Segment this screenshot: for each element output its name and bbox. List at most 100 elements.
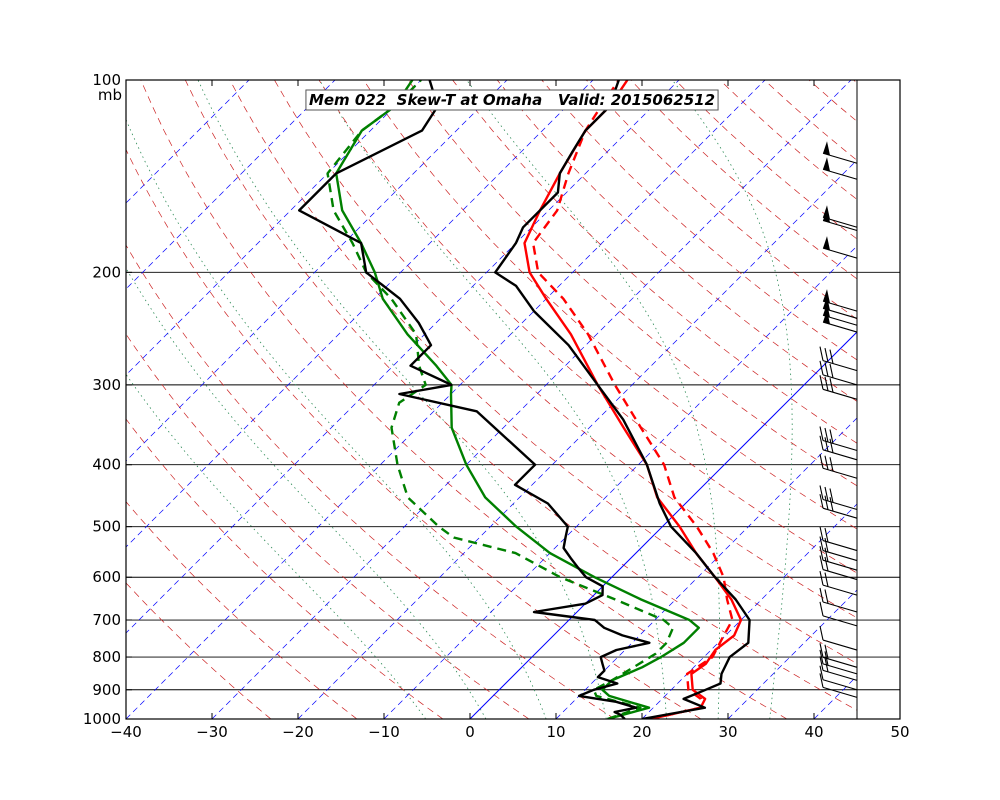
wind-barb-feather <box>829 457 834 472</box>
wind-barb-shaft <box>822 388 858 400</box>
moist-adiabat-308 <box>671 80 793 719</box>
wind-barb-shaft <box>822 321 858 333</box>
isotherm--60 <box>126 80 594 548</box>
x-tick-label: −30 <box>196 723 228 741</box>
wind-barb-shaft <box>822 550 858 562</box>
isotherm--40 <box>126 80 766 719</box>
moist-adiabat-282 <box>126 118 547 719</box>
isotherm--70 <box>126 80 508 462</box>
x-axis: −40 −30 −20 −10 0 10 20 30 40 50 <box>110 80 910 741</box>
wind-barb-feather <box>819 649 824 665</box>
wind-barb-feather <box>829 429 834 444</box>
isotherm--50 <box>126 80 680 634</box>
x-tick-label: 10 <box>546 723 565 741</box>
wind-barb-feather <box>829 363 834 378</box>
y-tick-label: 300 <box>92 376 121 394</box>
wind-barb-shaft <box>822 540 858 552</box>
wind-barb <box>819 375 858 400</box>
wind-barb <box>819 643 858 668</box>
chart-title-box: Mem 022 Skew-T at Omaha Valid: 201506251… <box>305 89 719 111</box>
wind-barb-feather <box>819 625 824 641</box>
y-tick-label: 1000 <box>83 710 121 728</box>
y-tick-label: 400 <box>92 456 121 474</box>
wind-barb-shaft <box>822 601 858 613</box>
chart-title: Mem 022 Skew-T at Omaha Valid: 201506251… <box>309 91 715 109</box>
wind-barb-feather <box>819 435 824 450</box>
wind-barb-feather <box>819 555 824 570</box>
wind-barbs <box>819 141 858 698</box>
wind-barb-feather <box>824 348 829 363</box>
isotherm--10 <box>383 245 857 719</box>
wind-barb-feather <box>819 656 824 671</box>
wind-barb <box>819 426 858 452</box>
isotherm-20 <box>641 503 857 719</box>
wind-barb <box>819 656 858 681</box>
x-tick-label: 0 <box>465 723 475 741</box>
moist-adiabats <box>126 80 793 719</box>
wind-barb <box>819 649 858 675</box>
wind-barb-feather <box>819 485 824 500</box>
wind-barb-shaft <box>822 449 858 461</box>
wind-barb-shaft <box>822 168 858 180</box>
pressure-unit-label: mb <box>98 86 122 104</box>
wind-barb <box>819 555 858 581</box>
wind-barb-shaft <box>822 300 858 312</box>
y-tick-label: 600 <box>92 568 121 586</box>
wind-barb <box>819 435 858 461</box>
isotherm--80 <box>126 80 422 376</box>
wind-barb-shaft <box>822 669 858 681</box>
wind-barb-feather <box>819 375 824 390</box>
y-tick-label: 700 <box>92 611 121 629</box>
wind-barb-feather <box>824 572 829 587</box>
wind-barb-feather <box>824 455 829 470</box>
dry-adiabat-260 <box>126 501 358 719</box>
wind-barb-feather <box>824 527 829 543</box>
wind-barb-shaft <box>822 686 858 698</box>
wind-barb <box>819 625 858 651</box>
wind-barb <box>822 141 858 164</box>
isobar-lines <box>126 271 900 691</box>
wind-barb <box>819 665 858 691</box>
wind-barb-feather <box>824 589 829 604</box>
dry-adiabat-290 <box>126 244 616 719</box>
series-line-1 <box>531 80 734 719</box>
isotherm--100 <box>126 80 250 204</box>
y-tick-label: 500 <box>92 518 121 536</box>
wind-barb <box>822 236 858 259</box>
wind-barb-feather <box>824 547 829 562</box>
x-tick-label: 50 <box>890 723 909 741</box>
wind-barb-shaft <box>822 314 858 326</box>
wind-barb <box>819 346 858 372</box>
wind-barb-feather <box>819 673 824 688</box>
wind-barb-shaft <box>822 507 858 519</box>
wind-barb <box>819 485 858 510</box>
wind-barb-feather <box>824 376 829 391</box>
isotherm--30 <box>211 80 852 719</box>
moist-adiabat-275 <box>126 267 487 719</box>
wind-barb-feather <box>829 438 834 453</box>
wind-barb-shaft <box>822 467 858 479</box>
isotherm--20 <box>297 159 857 719</box>
wind-barb-feather <box>829 378 834 393</box>
wind-barb <box>822 296 858 319</box>
dry-adiabat-350 <box>318 80 857 574</box>
isotherm-30 <box>727 589 857 719</box>
x-tick-label: 30 <box>718 723 737 741</box>
wind-barb-feather <box>819 494 824 509</box>
wind-barb-shaft <box>822 559 858 571</box>
isotherms <box>126 80 857 719</box>
wind-barb-shaft <box>822 584 858 596</box>
wind-barb-feather <box>819 454 824 469</box>
dry-adiabat-320 <box>184 80 857 711</box>
wind-barb-feather <box>824 486 829 502</box>
wind-barb <box>822 157 858 180</box>
wind-barb-feather <box>819 587 824 603</box>
isotherm-10 <box>555 417 857 719</box>
wind-barb-shaft <box>822 656 858 668</box>
wind-pennant <box>823 296 830 311</box>
wind-barb <box>819 536 858 562</box>
x-tick-label: −40 <box>110 723 142 741</box>
wind-barb-shaft <box>822 439 858 452</box>
dry-adiabat-280 <box>126 333 530 719</box>
